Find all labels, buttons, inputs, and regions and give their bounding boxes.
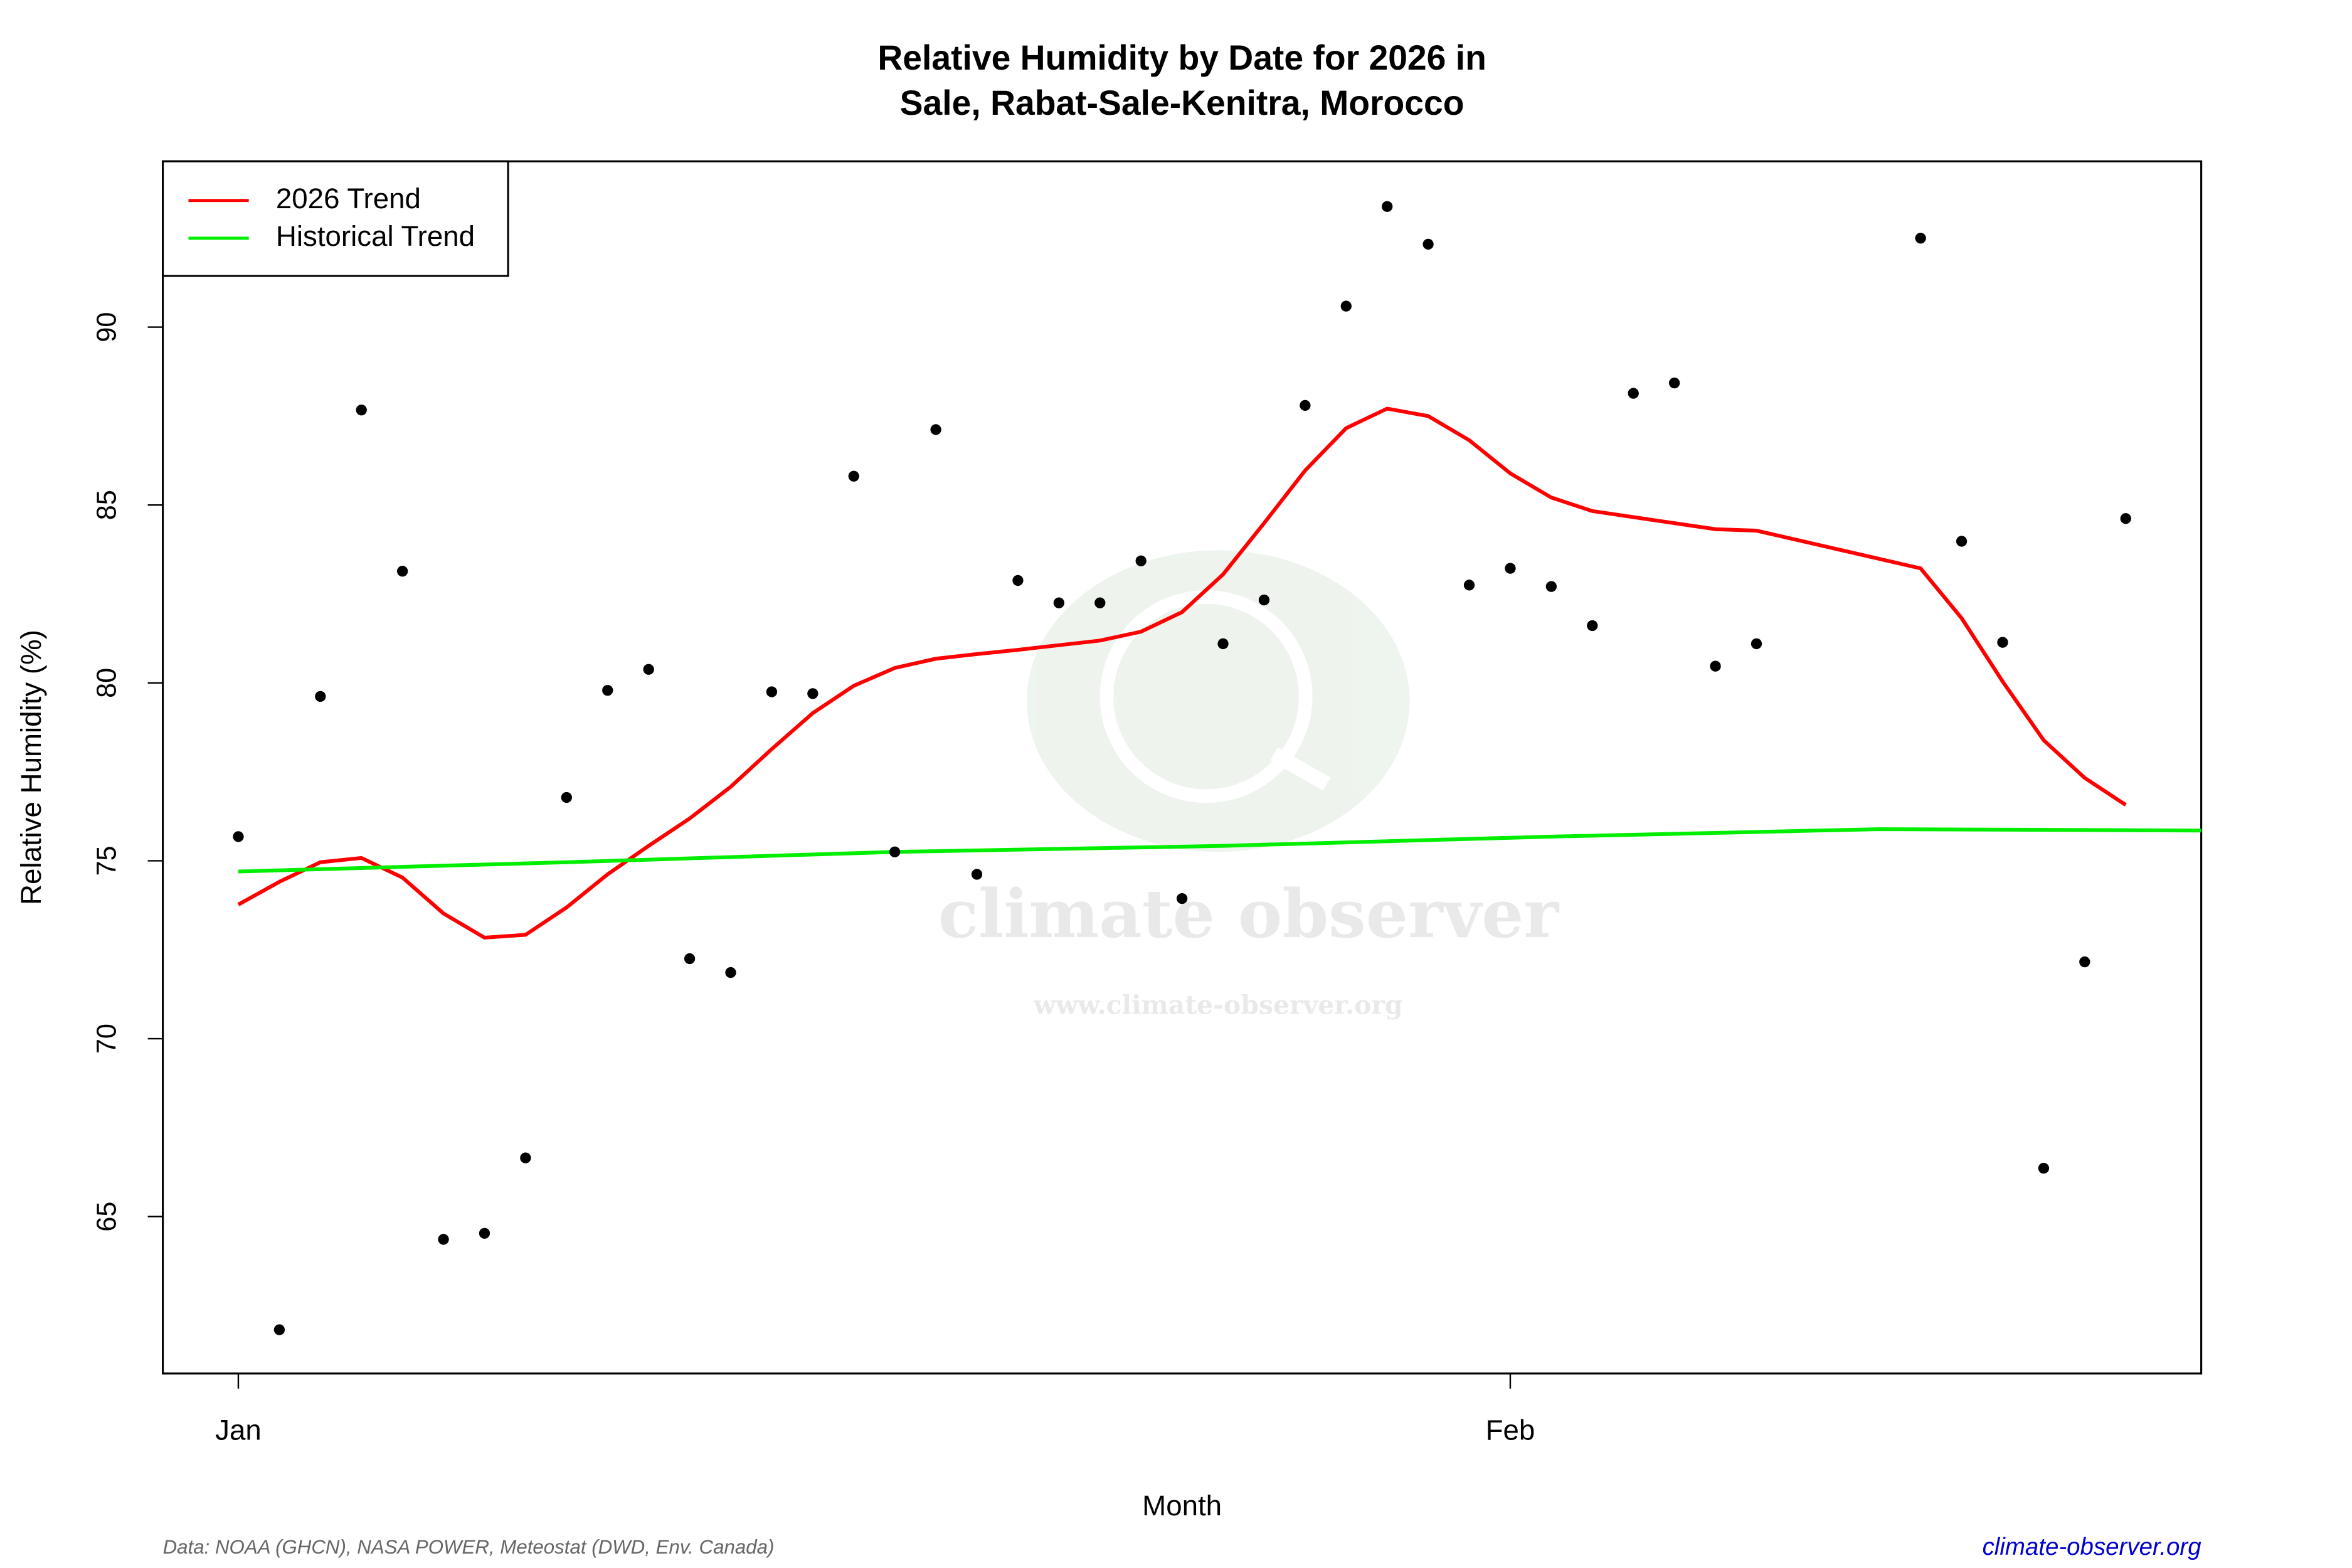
data-point	[356, 405, 367, 416]
data-point	[1628, 388, 1639, 399]
x-tick-label: Feb	[1486, 1414, 1535, 1446]
data-point	[1668, 377, 1680, 389]
data-point	[1997, 637, 2008, 648]
data-point	[1382, 201, 1393, 212]
data-point	[889, 846, 901, 857]
data-point	[1258, 595, 1270, 606]
data-point	[1751, 638, 1762, 650]
data-point	[766, 686, 778, 697]
data-point	[807, 688, 818, 699]
watermark: climate observer www.climate-observer.or…	[938, 550, 1560, 1020]
data-point	[520, 1152, 531, 1163]
chart-title: Relative Humidity by Date for 2026 in	[877, 38, 1486, 77]
data-point	[1545, 581, 1557, 592]
data-layer	[233, 201, 2201, 1335]
trend-line	[237, 406, 2127, 940]
y-tick-label: 65	[92, 1202, 122, 1232]
y-tick-label: 70	[92, 1024, 122, 1054]
data-point	[1053, 597, 1065, 608]
data-point	[1300, 400, 1311, 411]
source-note: Data: NOAA (GHCN), NASA POWER, Meteostat…	[163, 1536, 775, 1558]
legend-label: 2026 Trend	[276, 183, 421, 215]
data-point	[1956, 536, 1968, 547]
data-point	[1012, 575, 1024, 586]
trend-line	[238, 827, 2201, 874]
data-point	[273, 1324, 285, 1335]
data-point	[1217, 638, 1229, 650]
data-point	[930, 424, 941, 435]
data-point	[438, 1234, 449, 1245]
y-tick-label: 85	[92, 490, 122, 520]
data-point	[848, 470, 859, 482]
data-point	[479, 1227, 490, 1239]
plot-frame	[162, 160, 2203, 1375]
data-point	[1710, 660, 1721, 672]
data-point	[1915, 233, 1926, 244]
watermark-globe	[1099, 590, 1313, 803]
data-point	[315, 691, 326, 702]
data-point	[561, 792, 572, 803]
y-axis-label: Relative Humidity (%)	[15, 630, 47, 905]
data-point	[2038, 1162, 2050, 1174]
watermark-title: climate observer	[938, 875, 1560, 953]
y-tick-label: 80	[92, 668, 122, 698]
y-tick-label: 75	[92, 845, 122, 876]
data-point	[643, 664, 654, 675]
data-point	[684, 953, 696, 965]
data-point	[1340, 300, 1352, 312]
y-tick-label: 90	[92, 312, 122, 342]
watermark-url: www.climate-observer.org	[1033, 990, 1403, 1020]
data-point	[1463, 580, 1475, 591]
data-point	[397, 566, 408, 577]
data-point	[233, 831, 244, 842]
data-point	[1422, 238, 1434, 250]
x-tick-label: Jan	[215, 1414, 262, 1446]
x-axis-label: Month	[1142, 1490, 1222, 1522]
data-point	[725, 967, 736, 978]
data-point	[2120, 513, 2131, 524]
data-point	[1587, 620, 1598, 632]
data-point	[1176, 893, 1188, 904]
data-point	[1135, 555, 1147, 566]
legend-box	[162, 160, 509, 277]
legend: 2026 Trend Historical Trend	[162, 160, 509, 277]
site-link[interactable]: climate-observer.org	[1983, 1534, 2202, 1560]
data-point	[602, 685, 613, 696]
data-point	[971, 869, 983, 880]
watermark-lens	[1270, 747, 1331, 791]
chart-subtitle: Sale, Rabat-Sale-Kenitra, Morocco	[900, 83, 1465, 122]
legend-label: Historical Trend	[276, 220, 475, 252]
data-point	[2079, 956, 2090, 968]
data-point	[1094, 597, 1106, 608]
plot-area	[233, 201, 2201, 1335]
data-point	[1505, 563, 1516, 574]
